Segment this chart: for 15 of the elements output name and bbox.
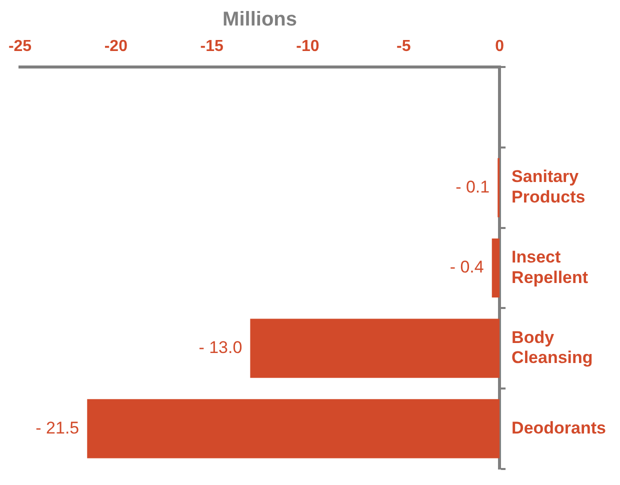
y-tick-label: Insect Repellent (512, 247, 588, 287)
x-tick-label: -20 (104, 38, 128, 56)
y-tick-label: Deodorants (512, 418, 606, 438)
data-label: - 0.4 (450, 258, 484, 277)
x-tick-label: -5 (396, 38, 411, 56)
x-axis-title: Millions (222, 8, 297, 31)
data-label: - 0.1 (456, 177, 490, 196)
x-tick-label: -15 (200, 38, 224, 56)
y-tick-label: Sanitary Products (512, 167, 586, 207)
x-tick-label: -10 (296, 38, 320, 56)
data-label: - 21.5 (36, 418, 80, 438)
x-tick-label: -25 (8, 38, 32, 56)
y-tick-label: Body Cleansing (512, 328, 593, 368)
x-tick-label: 0 (495, 38, 504, 56)
data-label: - 13.0 (198, 338, 242, 358)
